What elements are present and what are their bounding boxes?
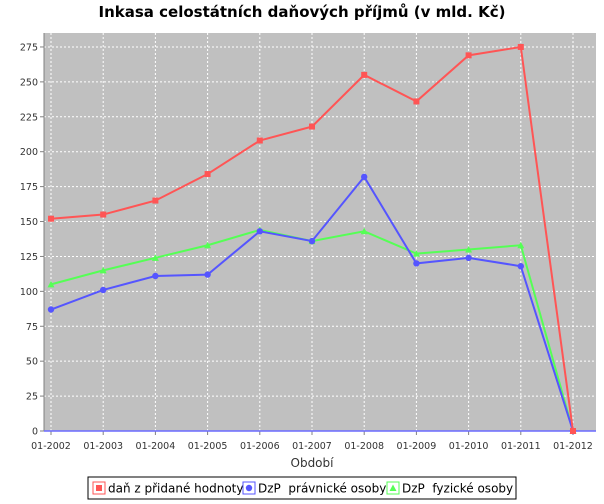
legend-entry-label: DzP fyzické osoby (402, 482, 513, 496)
data-point (412, 250, 420, 257)
x-tick-label: 01-2005 (188, 441, 228, 452)
data-point (100, 286, 107, 294)
data-point (47, 306, 55, 313)
legend-swatch (242, 481, 256, 495)
axes: 0 25 50 75 100 125 150 175 200 225 250 275 01-2002 01… (20, 33, 596, 452)
data-point (413, 98, 420, 105)
y-tick-label: 100 (20, 287, 38, 298)
data-point (99, 266, 107, 274)
data-point (517, 43, 524, 50)
x-tick-label: 01-2011 (501, 441, 541, 452)
y-tick-label: 50 (26, 357, 38, 368)
y-tick-label: 175 (20, 182, 38, 193)
series-group (47, 43, 577, 435)
data-point (465, 52, 472, 59)
y-tick-label: 25 (26, 392, 38, 403)
data-point (361, 71, 368, 78)
y-tick-label: 0 (32, 427, 38, 438)
data-point (151, 254, 159, 261)
y-tick-label: 150 (20, 217, 38, 228)
data-point (308, 237, 316, 245)
data-point (360, 227, 368, 235)
y-tick-label: 250 (20, 77, 38, 88)
x-tick-label: 01-2012 (553, 441, 593, 452)
legend: daň z přidané hodnoty DzP právnické osoby… (87, 476, 517, 500)
series-0 (48, 43, 576, 434)
data-point (256, 137, 263, 144)
x-tick-label: 01-2006 (240, 441, 280, 452)
legend-swatch-marker (389, 484, 397, 491)
data-point (152, 272, 159, 280)
y-tick-label: 125 (20, 252, 38, 263)
x-tick-label: 01-2008 (344, 441, 384, 452)
data-point (517, 263, 524, 270)
x-tick-label: 01-2009 (397, 441, 437, 452)
x-tick-label: 01-2007 (292, 441, 332, 452)
legend-swatch-marker (96, 485, 102, 491)
x-tick-label: 01-2002 (31, 441, 71, 452)
legend-swatch-marker (245, 484, 253, 492)
y-tick-label: 200 (20, 147, 38, 158)
y-tick-label: 75 (26, 322, 38, 333)
y-tick-label: 225 (20, 112, 38, 123)
legend-box (87, 476, 517, 500)
legend-swatch (386, 481, 400, 495)
data-point (465, 245, 473, 253)
data-point (47, 280, 55, 288)
data-point (361, 173, 368, 181)
legend-swatch (92, 481, 106, 495)
data-point (256, 228, 263, 235)
data-point (570, 428, 576, 434)
x-axis-label: Období (291, 456, 335, 470)
x-tick-label: 01-2004 (136, 441, 176, 452)
legend-entry-label: daň z přidané hodnoty (108, 482, 243, 496)
x-tick-label: 01-2003 (83, 441, 123, 452)
chart-title: Inkasa celostátních daňových příjmů (v m… (99, 3, 506, 21)
data-point (48, 215, 54, 222)
data-point (204, 171, 211, 178)
y-tick-label: 275 (20, 42, 38, 53)
data-point (517, 241, 525, 249)
legend-entry-label: DzP právnické osoby (258, 482, 386, 496)
grid (44, 33, 596, 431)
x-tick-label: 01-2010 (449, 441, 489, 452)
data-point (152, 197, 159, 204)
data-point (204, 271, 211, 278)
data-point (413, 260, 420, 267)
data-point (309, 123, 315, 130)
data-point (204, 241, 212, 249)
data-point (100, 211, 107, 218)
data-point (465, 254, 472, 262)
